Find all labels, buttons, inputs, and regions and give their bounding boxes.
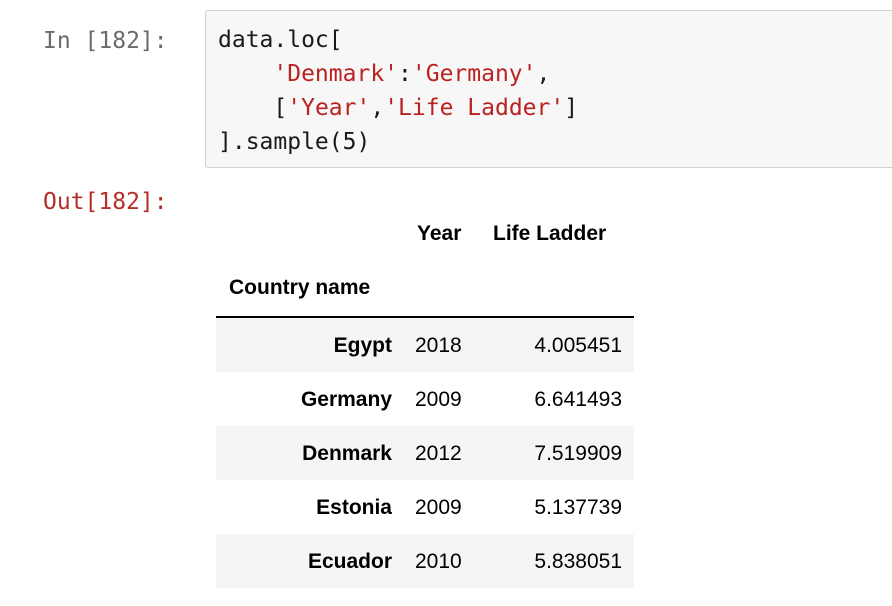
string-literal: 'Life Ladder' <box>384 95 565 121</box>
row-index-label: Denmark <box>302 442 392 465</box>
column-header-life-ladder: Life Ladder <box>493 222 607 245</box>
code-line-4: ].sample(5) <box>218 125 892 159</box>
table-row: Estonia 2009 5.137739 <box>216 480 634 534</box>
code-line-3: ['Year','Life Ladder'] <box>218 91 892 125</box>
cell-year: 2012 <box>415 442 462 465</box>
table-row: Germany 2009 6.641493 <box>216 372 634 426</box>
code-token: , <box>370 95 385 121</box>
code-token: , <box>536 61 551 87</box>
input-prompt: In [182]: <box>43 28 168 54</box>
index-header-row: Country name <box>216 262 634 318</box>
row-index-label: Estonia <box>316 496 392 519</box>
cell-life-ladder: 6.641493 <box>534 388 622 411</box>
code-indent <box>218 95 273 121</box>
cell-life-ladder: 4.005451 <box>534 334 622 357</box>
column-header-year: Year <box>417 222 462 245</box>
code-cell-input[interactable]: data.loc[ 'Denmark':'Germany', ['Year','… <box>205 10 892 168</box>
string-literal: 'Denmark' <box>273 61 399 87</box>
row-index-label: Ecuador <box>307 550 392 573</box>
code-token: ] <box>564 95 579 121</box>
cell-life-ladder: 5.838051 <box>534 550 622 573</box>
cell-year: 2009 <box>415 388 462 411</box>
code-line-2: 'Denmark':'Germany', <box>218 57 892 91</box>
row-index-label: Egypt <box>333 334 392 357</box>
table-row: Ecuador 2010 5.838051 <box>216 534 634 588</box>
cell-year: 2009 <box>415 496 462 519</box>
cell-year: 2018 <box>415 334 462 357</box>
number-literal: 5 <box>342 129 357 155</box>
code-indent <box>218 61 273 87</box>
cell-year: 2010 <box>415 550 462 573</box>
string-literal: 'Germany' <box>411 61 537 87</box>
cell-life-ladder: 7.519909 <box>534 442 622 465</box>
output-prompt: Out[182]: <box>43 189 168 215</box>
code-token: data.loc[ <box>218 27 343 53</box>
code-token: [ <box>273 95 288 121</box>
code-token: ) <box>356 129 371 155</box>
code-token: : <box>398 61 412 87</box>
dataframe-output: Year Life Ladder Country name Egypt 2018… <box>216 208 634 588</box>
row-index-label: Germany <box>300 388 392 411</box>
table-row: Denmark 2012 7.519909 <box>216 426 634 480</box>
cell-life-ladder: 5.137739 <box>534 496 622 519</box>
string-literal: 'Year' <box>287 95 371 121</box>
code-line-1: data.loc[ <box>218 23 892 57</box>
code-token: ].sample( <box>218 129 343 155</box>
index-name-header: Country name <box>229 276 371 299</box>
table-row: Egypt 2018 4.005451 <box>216 318 634 372</box>
column-header-row: Year Life Ladder <box>216 208 634 262</box>
